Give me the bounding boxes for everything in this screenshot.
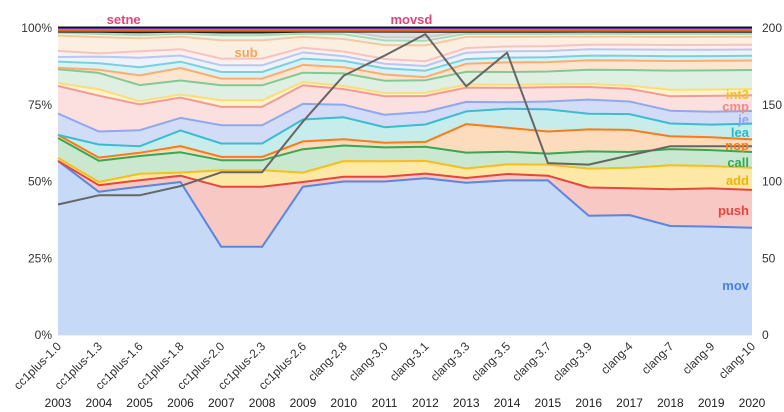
top-band-stripe-0: [58, 28, 752, 29]
edge-a14: [57, 43, 753, 63]
edge-mov: [57, 160, 753, 248]
year-label-2016: 2016: [575, 396, 602, 410]
label-int3: int3: [726, 87, 749, 102]
area-mov: [58, 160, 752, 335]
edge-a12: [57, 54, 753, 73]
year-label-2007: 2007: [208, 396, 235, 410]
label-mov: mov: [722, 278, 750, 293]
area-push: [58, 160, 752, 247]
top-band-stripe-6: [58, 31, 752, 32]
label-call: call: [727, 155, 749, 170]
year-label-2012: 2012: [412, 396, 439, 410]
top-band-stripe-7: [58, 31, 752, 32]
label-sub: sub: [235, 45, 258, 60]
top-band: [58, 28, 752, 32]
area-lea: [58, 108, 752, 158]
label-je: je: [737, 112, 749, 127]
edge-a16: [57, 31, 752, 42]
edge-lea: [57, 107, 753, 148]
y-left-tick-1: 25%: [28, 251, 52, 265]
label-cmp: cmp: [722, 99, 749, 114]
overlay-line-path: [57, 33, 752, 206]
area-je: [58, 99, 752, 147]
year-label-2009: 2009: [290, 396, 317, 410]
label-setne: setne: [107, 12, 141, 27]
year-label-2017: 2017: [616, 396, 643, 410]
year-label-2003: 2003: [45, 396, 72, 410]
x-tick-clang-3.5: clang-3.5: [468, 339, 513, 384]
edge-a11: [57, 59, 753, 80]
year-label-2018: 2018: [657, 396, 684, 410]
area-a14: [58, 44, 752, 66]
year-label-2010: 2010: [330, 396, 357, 410]
top-band-stripe-5: [58, 30, 752, 31]
edge-int3: [57, 81, 753, 103]
y-right-tick-1: 50: [762, 251, 776, 265]
x-tick-clang-3.1: clang-3.1: [387, 339, 432, 384]
y-left-tick-4: 100%: [21, 21, 52, 35]
year-label-2004: 2004: [85, 396, 112, 410]
area-sub: [58, 35, 752, 62]
area-call: [58, 138, 752, 182]
overlay-line: [57, 33, 752, 206]
year-label-2013: 2013: [453, 396, 480, 410]
x-tick-clang-2.8: clang-2.8: [305, 339, 350, 384]
area-add: [58, 157, 752, 190]
area-a13: [58, 49, 752, 72]
edge-cmp: [57, 84, 753, 108]
year-label-2019: 2019: [698, 396, 725, 410]
year-label-2015: 2015: [535, 396, 562, 410]
top-band-stripe-4: [58, 30, 752, 31]
top-band-stripe-1: [58, 28, 752, 29]
edge-add: [57, 156, 753, 183]
y-left-tick-2: 50%: [28, 175, 52, 189]
label-nop: nop: [725, 138, 749, 153]
edge-a10: [57, 68, 753, 87]
y-left-tick-3: 75%: [28, 98, 52, 112]
y-right-tick-2: 100: [762, 175, 782, 189]
edge-nop: [57, 123, 753, 159]
edge-je: [57, 98, 753, 133]
x-tick-clang-3.0: clang-3.0: [346, 339, 391, 384]
year-label-2006: 2006: [167, 396, 194, 410]
year-label-2011: 2011: [372, 396, 398, 410]
area-a10: [58, 69, 752, 102]
y-right-tick-3: 150: [762, 98, 782, 112]
label-movsd: movsd: [390, 12, 432, 27]
y-right-tick-0: 0: [762, 328, 769, 342]
year-label-2014: 2014: [494, 396, 521, 410]
x-tick-clang-4: clang-4: [598, 339, 636, 377]
label-push: push: [718, 203, 749, 218]
x-tick-clang-10: clang-10: [716, 339, 759, 382]
x-tick-clang-3.7: clang-3.7: [509, 339, 554, 384]
x-tick-clang-3.9: clang-3.9: [550, 339, 595, 384]
top-band-stripe-3: [58, 29, 752, 30]
top-band-stripe-2: [58, 29, 752, 30]
label-lea: lea: [731, 125, 750, 140]
edge-a13: [57, 48, 753, 67]
y-right-tick-4: 200: [762, 21, 782, 35]
area-cmp: [58, 85, 752, 132]
x-tick-clang-3.3: clang-3.3: [428, 339, 473, 384]
x-tick-clang-9: clang-9: [680, 339, 718, 377]
year-label-2008: 2008: [249, 396, 276, 410]
area-series: [58, 28, 752, 335]
y-left-tick-0: 0%: [35, 328, 53, 342]
label-add: add: [726, 173, 749, 188]
edge-call: [57, 137, 753, 162]
edge-push: [57, 160, 753, 191]
year-label-2020: 2020: [739, 396, 766, 410]
year-label-2005: 2005: [126, 396, 153, 410]
x-tick-clang-7: clang-7: [639, 339, 677, 377]
area-movsd: [58, 31, 752, 38]
